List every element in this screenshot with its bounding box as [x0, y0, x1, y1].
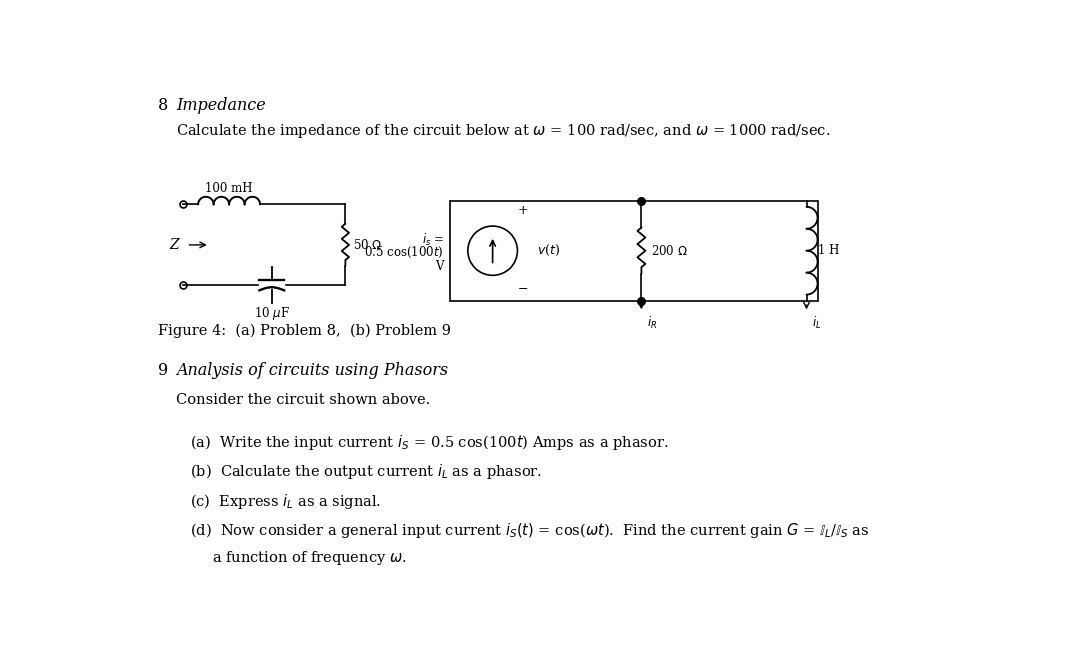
Text: 0.5 cos(100$t$): 0.5 cos(100$t$): [365, 245, 444, 260]
Text: (b)  Calculate the output current $i_L$ as a phasor.: (b) Calculate the output current $i_L$ a…: [191, 462, 542, 481]
Text: 10 $\mu$F: 10 $\mu$F: [254, 305, 290, 321]
Text: $i_R$: $i_R$: [647, 315, 657, 331]
Text: 100 mH: 100 mH: [206, 183, 253, 195]
Text: +: +: [517, 204, 528, 217]
Text: (d)  Now consider a general input current $i_S(t)$ = cos($\omega t$).  Find the : (d) Now consider a general input current…: [191, 521, 870, 540]
Text: $v$($t$): $v$($t$): [537, 243, 560, 258]
Text: a function of frequency $\omega$.: a function of frequency $\omega$.: [212, 549, 406, 567]
Text: 1 H: 1 H: [818, 244, 840, 257]
Text: −: −: [517, 283, 528, 297]
Text: Analysis of circuits using Phasors: Analysis of circuits using Phasors: [176, 362, 449, 379]
Text: V: V: [436, 260, 444, 272]
Text: $i_L$: $i_L$: [812, 315, 821, 331]
Text: Calculate the impedance of the circuit below at $\omega$ = 100 rad/sec, and $\om: Calculate the impedance of the circuit b…: [176, 122, 831, 140]
Text: 200 $\Omega$: 200 $\Omega$: [651, 244, 687, 258]
Text: $i_s$ =: $i_s$ =: [421, 232, 444, 248]
Bar: [450, 201, 818, 301]
Text: 9: 9: [158, 362, 168, 379]
Text: 8: 8: [158, 97, 168, 113]
Text: Consider the circuit shown above.: Consider the circuit shown above.: [176, 393, 430, 407]
Text: (a)  Write the input current $i_S$ = 0.5 cos(100$t$) Amps as a phasor.: (a) Write the input current $i_S$ = 0.5 …: [191, 433, 669, 452]
Text: 50 $\Omega$: 50 $\Omega$: [353, 238, 382, 252]
Text: Figure 4:  (a) Problem 8,  (b) Problem 9: Figure 4: (a) Problem 8, (b) Problem 9: [158, 324, 451, 338]
Text: Z: Z: [169, 238, 179, 252]
Text: (c)  Express $i_L$ as a signal.: (c) Express $i_L$ as a signal.: [191, 492, 381, 511]
Text: Impedance: Impedance: [176, 97, 266, 113]
